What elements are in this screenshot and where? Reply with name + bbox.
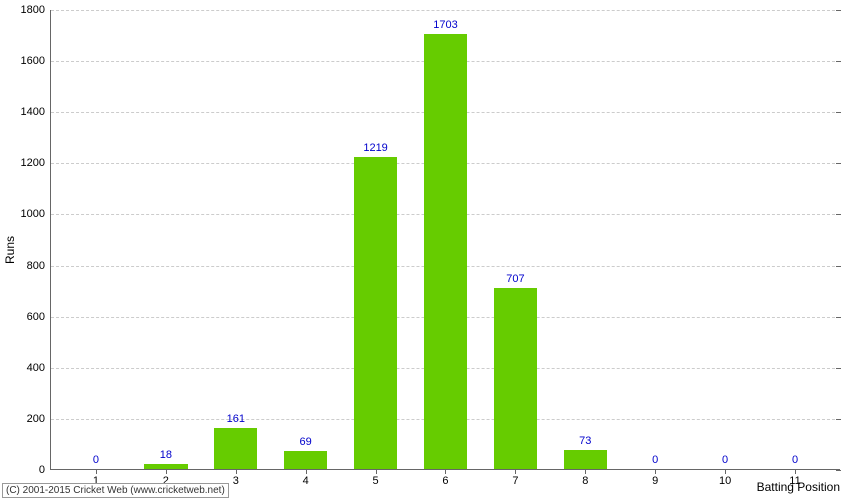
bar-slot: 01: [61, 10, 131, 469]
y-tick-label: 1400: [21, 106, 51, 118]
bar: [284, 451, 327, 469]
x-tick-label: 9: [620, 469, 690, 487]
bar-slot: 1613: [201, 10, 271, 469]
chart-plot-area: 020040060080010001200140016001800 011821…: [50, 10, 840, 470]
bar-value-label: 0: [652, 454, 658, 466]
bar-slot: 09: [620, 10, 690, 469]
y-tick-label: 600: [27, 311, 51, 323]
bar-value-label: 1703: [433, 19, 457, 31]
bar: [564, 450, 607, 469]
bar: [494, 288, 537, 469]
y-tick-label: 800: [27, 260, 51, 272]
x-tick-label: 7: [480, 469, 550, 487]
bar-value-label: 161: [227, 413, 245, 425]
x-tick-label: 8: [550, 469, 620, 487]
x-tick-label: 10: [690, 469, 760, 487]
bar-slot: 12195: [341, 10, 411, 469]
bar-value-label: 1219: [363, 142, 387, 154]
bar-slot: 694: [271, 10, 341, 469]
bar-value-label: 0: [93, 454, 99, 466]
bar-slot: 010: [690, 10, 760, 469]
y-tick-label: 0: [39, 464, 51, 476]
bar-value-label: 0: [722, 454, 728, 466]
x-tick-label: 4: [271, 469, 341, 487]
bar-value-label: 73: [579, 435, 591, 447]
bar: [354, 157, 397, 469]
y-tick-label: 1800: [21, 4, 51, 16]
y-tick-label: 400: [27, 362, 51, 374]
y-tick-label: 1600: [21, 55, 51, 67]
y-axis-title: Runs: [3, 236, 17, 264]
bar-slot: 7077: [480, 10, 550, 469]
bar-slot: 182: [131, 10, 201, 469]
bar-value-label: 0: [792, 454, 798, 466]
bar-value-label: 707: [506, 273, 524, 285]
x-tick-label: 5: [341, 469, 411, 487]
y-tick-mark: [836, 470, 841, 471]
x-tick-label: 6: [411, 469, 481, 487]
bar-value-label: 18: [160, 449, 172, 461]
y-tick-label: 200: [27, 413, 51, 425]
y-tick-label: 1200: [21, 157, 51, 169]
bar-slot: 17036: [411, 10, 481, 469]
bar-value-label: 69: [300, 436, 312, 448]
bar: [214, 428, 257, 469]
y-tick-label: 1000: [21, 208, 51, 220]
bars-area: 0118216136941219517036707773809010011: [51, 10, 840, 469]
bar-slot: 738: [550, 10, 620, 469]
bar: [424, 34, 467, 469]
copyright-text: (C) 2001-2015 Cricket Web (www.cricketwe…: [2, 483, 229, 498]
x-axis-title: Batting Position: [757, 480, 840, 494]
bar-slot: 011: [760, 10, 830, 469]
